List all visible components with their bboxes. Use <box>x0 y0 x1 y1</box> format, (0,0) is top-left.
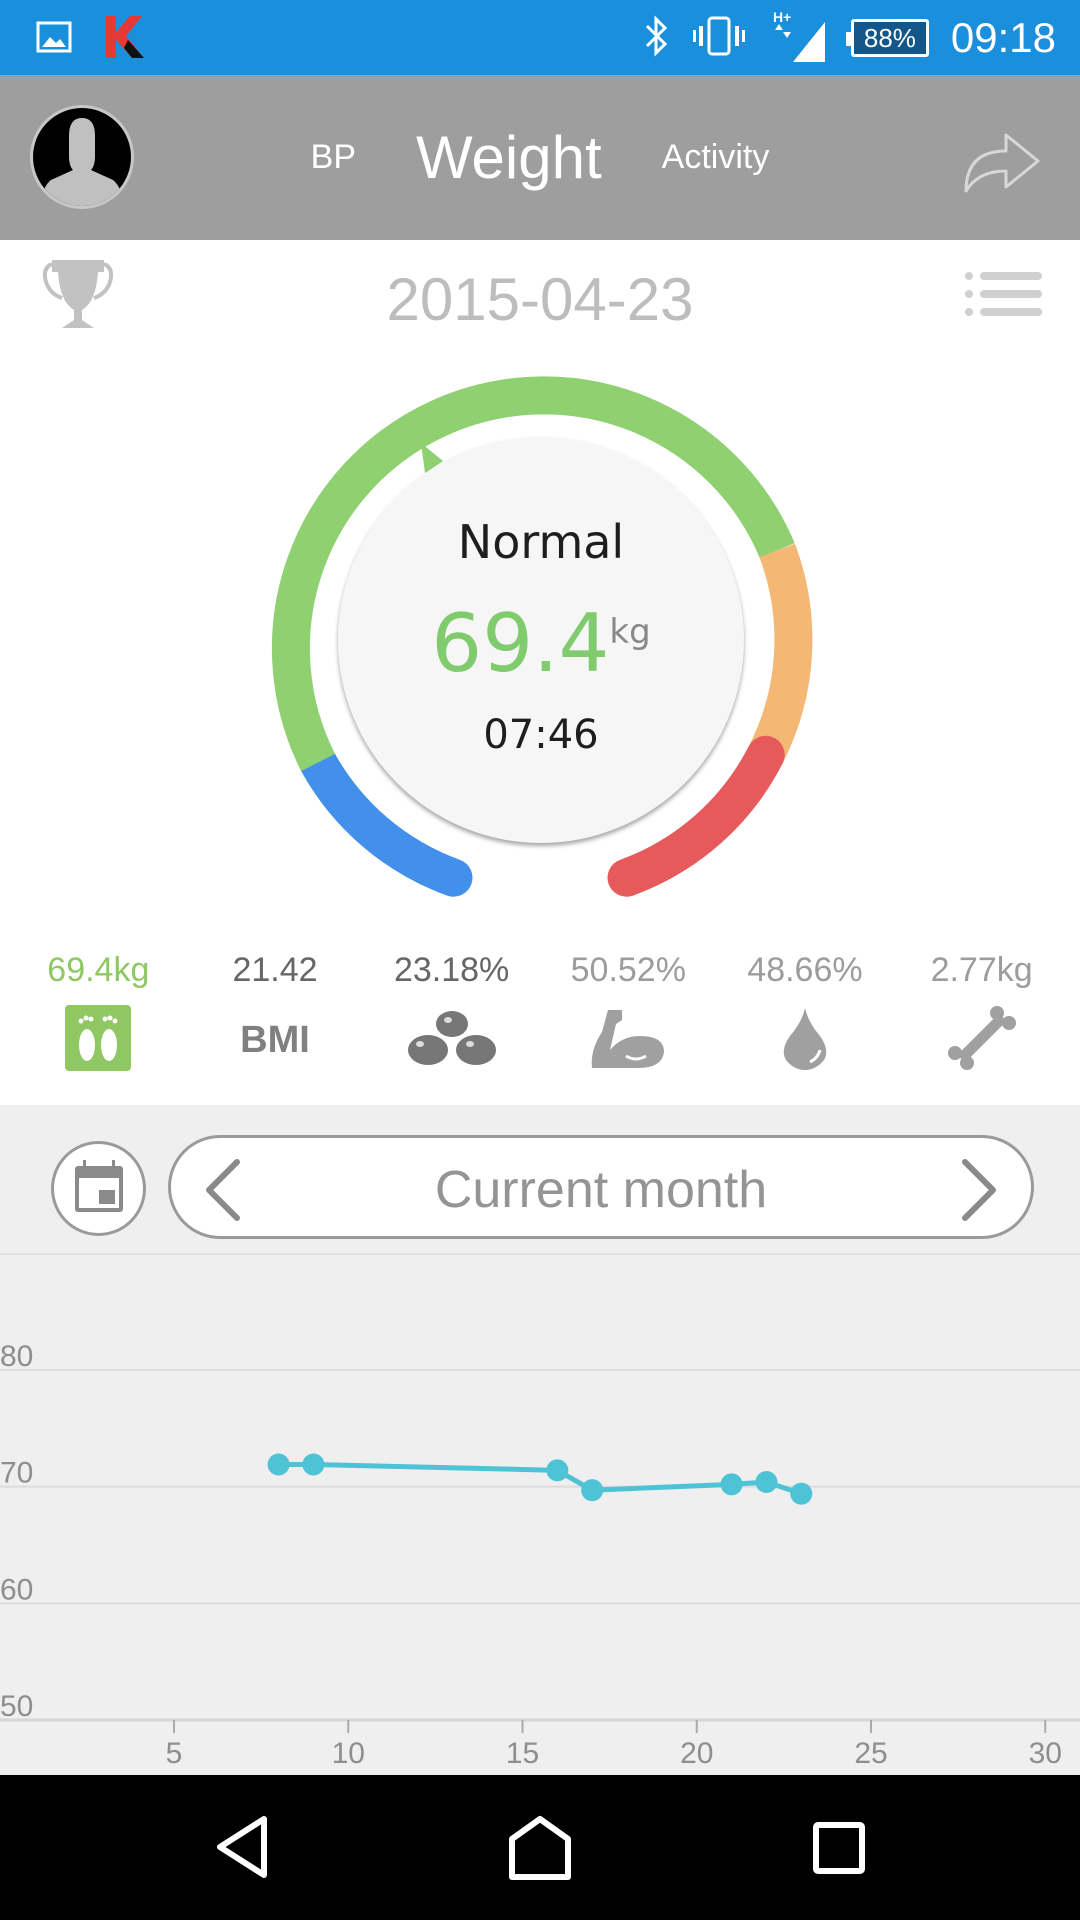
data-point[interactable] <box>581 1479 604 1502</box>
bone-icon <box>947 1005 1017 1076</box>
data-point[interactable] <box>267 1453 290 1476</box>
gauge-segment-normal <box>271 376 795 772</box>
metric-weight[interactable]: 69.4kg <box>13 940 183 1105</box>
metric-value: 21.42 <box>232 951 318 989</box>
y-tick-label: 70 <box>0 1457 33 1490</box>
period-label: Current month <box>434 1161 768 1219</box>
status-bar: H+ 88% 09:18 <box>0 0 1080 75</box>
tab-weight[interactable]: Weight <box>416 124 602 191</box>
gauge-segment-overweight <box>748 543 813 764</box>
tab-activity[interactable]: Activity <box>661 138 770 176</box>
recents-icon[interactable] <box>812 1821 866 1880</box>
gauge-center: Normal 69.4kg 07:46 <box>338 437 744 843</box>
y-tick-label: 80 <box>0 1340 33 1373</box>
weight-gauge <box>265 365 815 915</box>
footprint-scale-icon <box>65 1004 132 1076</box>
back-icon[interactable] <box>212 1815 272 1884</box>
metric-value: 2.77kg <box>930 951 1033 989</box>
x-tick-label: 5 <box>166 1737 183 1770</box>
x-tick-label: 25 <box>854 1737 887 1770</box>
date-row: 2015-04-23 <box>0 240 1080 350</box>
gauge-pointer-icon <box>421 443 443 473</box>
body-metrics: 69.4kg 21.42 BMI 23.18% 50.52% 48.66% 2.… <box>0 940 1080 1105</box>
calendar-button[interactable] <box>51 1141 146 1236</box>
gauge-segment-obese <box>607 735 785 897</box>
metric-value: 50.52% <box>570 951 686 989</box>
calendar-icon <box>73 1158 125 1219</box>
water-drop-icon <box>780 1006 830 1075</box>
metric-body-fat[interactable]: 23.18% <box>367 940 537 1105</box>
weight-line-chart[interactable]: 50 60 70 80 5 10 15 20 25 30 <box>0 1257 1080 1775</box>
body-fat-icon <box>404 1008 500 1073</box>
tab-bp[interactable]: BP <box>310 138 356 176</box>
user-avatar-icon[interactable] <box>30 105 134 209</box>
section-tabs: BP Weight Activity <box>0 75 1080 240</box>
chevron-right-icon[interactable] <box>957 1158 1001 1227</box>
kaspersky-icon <box>104 14 148 65</box>
x-tick-label: 15 <box>506 1737 539 1770</box>
weight-value: 69.4kg <box>338 597 744 690</box>
measurement-time: 07:46 <box>483 712 599 758</box>
muscle-icon <box>588 1006 668 1075</box>
gallery-icon <box>36 21 72 58</box>
android-nav-bar <box>0 1775 1080 1920</box>
battery-indicator: 88% <box>845 19 929 57</box>
weight-unit: kg <box>609 612 651 652</box>
status-clock: 09:18 <box>950 14 1056 61</box>
vibrate-icon <box>691 14 747 63</box>
weight-number: 69.4 <box>431 597 610 690</box>
data-point[interactable] <box>720 1473 743 1496</box>
data-point[interactable] <box>755 1471 778 1493</box>
x-tick-label: 20 <box>680 1737 713 1770</box>
data-point[interactable] <box>790 1482 813 1505</box>
metric-value: 23.18% <box>393 951 510 989</box>
x-tick-label: 30 <box>1029 1737 1062 1770</box>
metric-bone[interactable]: 2.77kg <box>897 940 1067 1105</box>
x-tick-label: 10 <box>332 1737 365 1770</box>
share-arrow-icon[interactable] <box>962 115 1044 200</box>
signal-hplus-icon: H+ <box>769 8 829 69</box>
metric-water[interactable]: 48.66% <box>720 940 890 1105</box>
home-icon[interactable] <box>508 1815 572 1886</box>
chevron-left-icon[interactable] <box>201 1158 245 1227</box>
app-header: BP Weight Activity <box>0 75 1080 240</box>
bluetooth-icon <box>643 14 669 63</box>
gauge-segment-underweight <box>299 743 473 897</box>
trophy-icon[interactable] <box>38 258 118 337</box>
svg-text:H+: H+ <box>773 9 791 25</box>
metric-muscle[interactable]: 50.52% <box>543 940 713 1105</box>
period-selector: Current month <box>0 1105 1080 1255</box>
metric-value: 48.66% <box>747 951 863 989</box>
metric-bmi[interactable]: 21.42 BMI <box>190 940 360 1105</box>
metric-value: 69.4kg <box>47 951 150 989</box>
selected-date[interactable]: 2015-04-23 <box>386 266 694 333</box>
period-pill: Current month <box>168 1135 1034 1239</box>
y-tick-label: 60 <box>0 1573 33 1606</box>
weight-status: Normal <box>457 515 625 569</box>
data-point[interactable] <box>546 1459 569 1482</box>
data-point[interactable] <box>302 1453 325 1476</box>
list-icon[interactable] <box>964 270 1044 325</box>
y-tick-label: 50 <box>0 1690 33 1723</box>
bmi-icon: BMI <box>240 1018 310 1061</box>
